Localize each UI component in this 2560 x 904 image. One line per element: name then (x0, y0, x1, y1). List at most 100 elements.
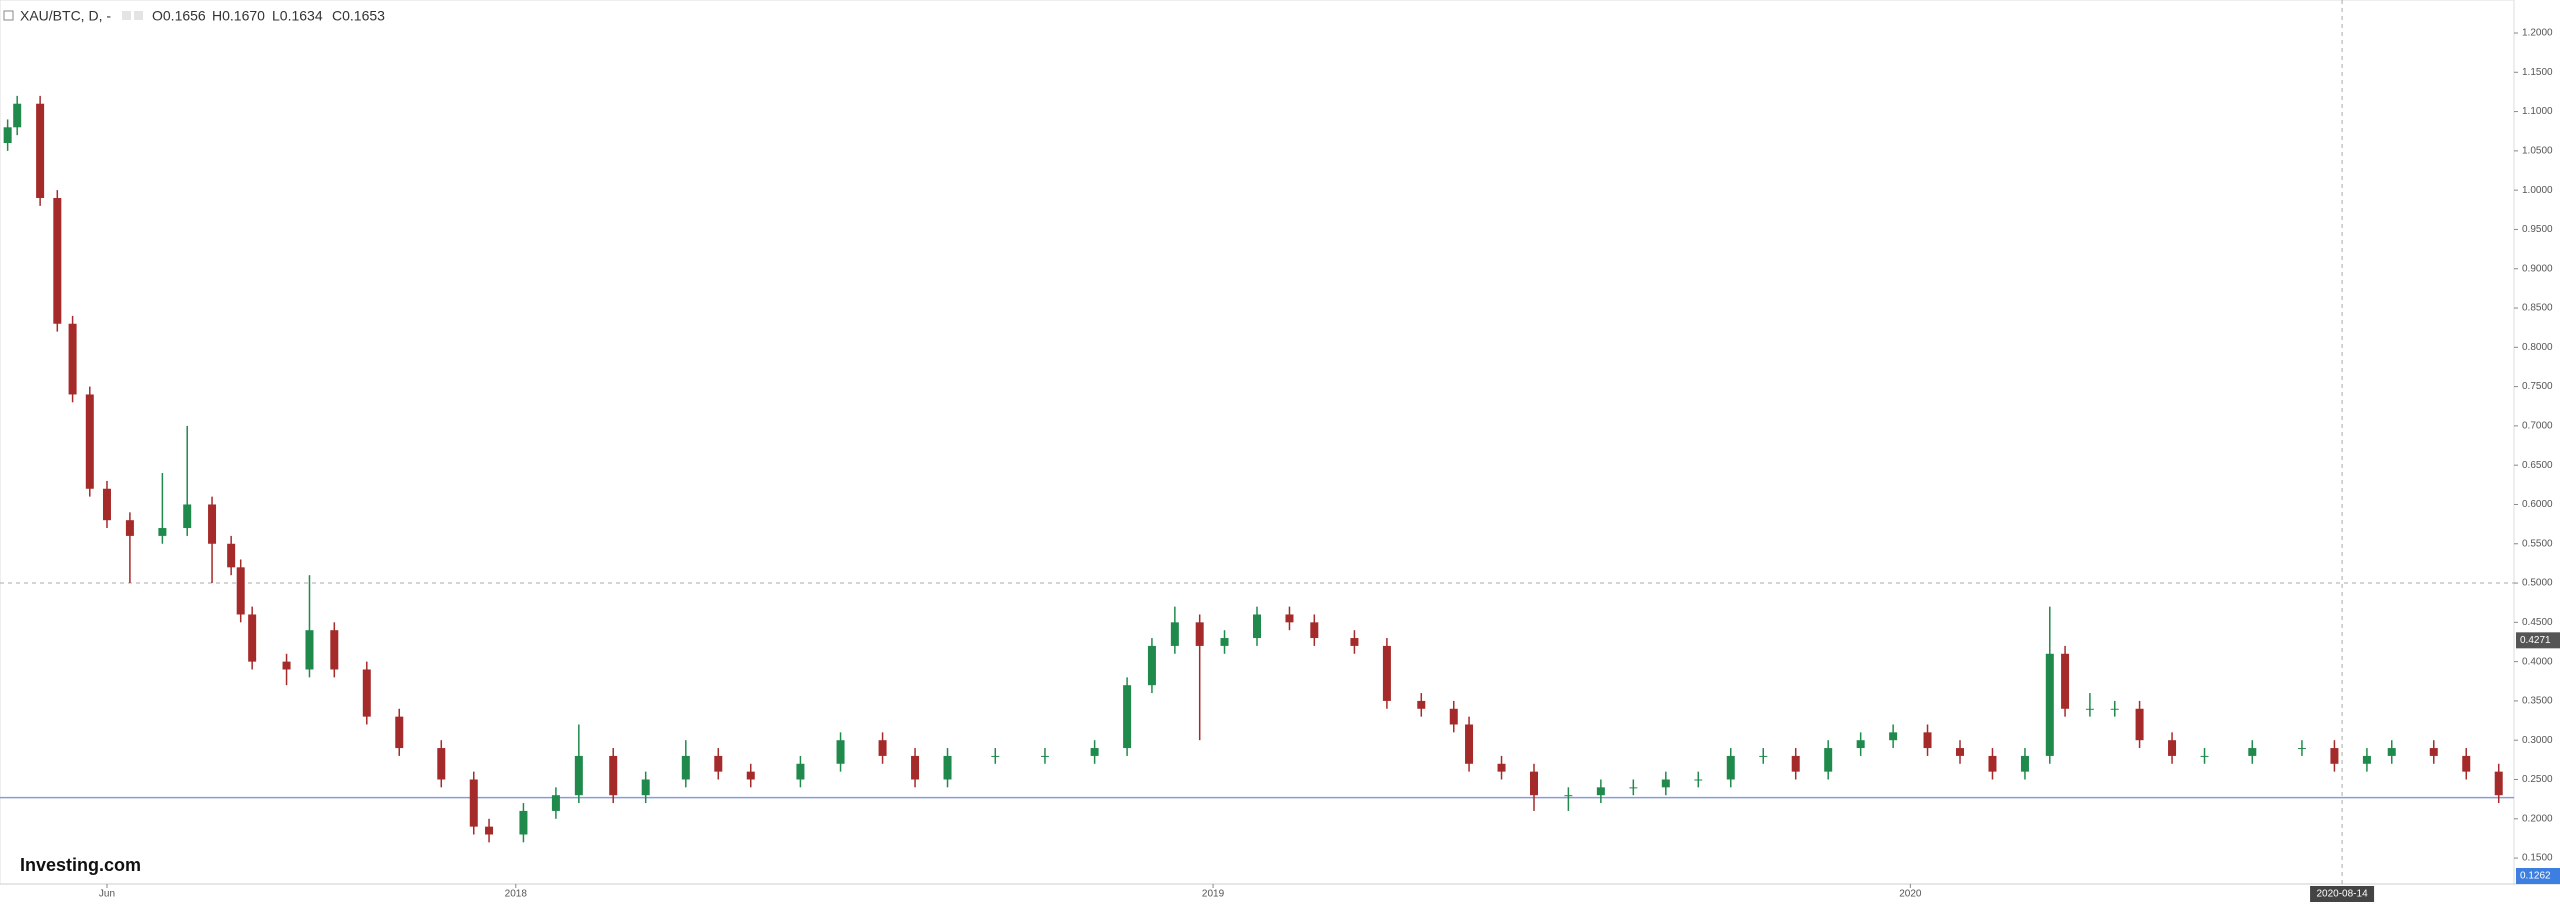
candle-body (1759, 755, 1768, 757)
candle-body (183, 504, 192, 529)
candle-body (1529, 771, 1538, 796)
candle-body (469, 779, 478, 827)
candle-body (681, 755, 690, 780)
x-tick-label: 2020 (1899, 889, 1922, 900)
candle-body (395, 716, 404, 749)
y-tick-label: 0.3000 (2522, 735, 2553, 746)
candle-body (13, 103, 22, 128)
candle-body (2061, 653, 2070, 709)
candle-body (2085, 708, 2094, 710)
candle-body (227, 543, 236, 568)
candle-body (1449, 708, 1458, 725)
y-tick-label: 0.4000 (2522, 656, 2553, 667)
icon[interactable] (122, 11, 131, 20)
candle-body (437, 748, 446, 780)
watermark: Investing.com (20, 855, 141, 875)
candle-body (2020, 755, 2029, 772)
candle-body (2045, 653, 2054, 756)
price-tag-label: 0.1262 (2520, 871, 2551, 882)
candle-body (1889, 732, 1898, 741)
candle-body (236, 567, 245, 615)
candle-body (991, 755, 1000, 757)
price-tag (2516, 632, 2560, 649)
candle-body (1694, 779, 1703, 781)
candle-body (1195, 622, 1204, 646)
candle-body (519, 810, 528, 835)
candle-body (2168, 740, 2177, 756)
candle-body (714, 755, 723, 772)
candle-body (68, 323, 77, 395)
candle-body (574, 755, 583, 796)
candle-body (3, 127, 12, 144)
y-tick-label: 0.9000 (2522, 263, 2553, 274)
candle-body (1824, 748, 1833, 772)
y-tick-label: 0.2500 (2522, 774, 2553, 785)
candle-body (1923, 732, 1932, 749)
candle-body (1285, 614, 1294, 623)
candle-body (248, 614, 257, 662)
y-tick-label: 1.1000 (2522, 106, 2553, 117)
candle-body (2362, 755, 2371, 764)
candle-body (1147, 645, 1156, 686)
y-tick-label: 0.7500 (2522, 381, 2553, 392)
icon[interactable] (134, 11, 143, 20)
y-tick-label: 0.2000 (2522, 813, 2553, 824)
candle-body (282, 661, 291, 670)
price-tag-label: 0.4271 (2520, 635, 2551, 646)
candle-body (878, 740, 887, 756)
candle-body (1417, 700, 1426, 709)
candle-body (362, 669, 371, 717)
ohlc-value: O0.1656 (152, 8, 206, 24)
y-tick-label: 0.4500 (2522, 617, 2553, 628)
candle-body (1220, 638, 1229, 646)
candle-body (836, 740, 845, 764)
candle-body (208, 504, 217, 544)
candle-body (1661, 779, 1670, 788)
candle-body (1726, 755, 1735, 780)
y-tick-label: 1.2000 (2522, 28, 2553, 39)
candle-body (1564, 795, 1573, 797)
ohlc-value: H0.1670 (212, 8, 265, 24)
y-tick-label: 0.6000 (2522, 499, 2553, 510)
candle-body (158, 528, 167, 536)
candle-body (2248, 748, 2257, 756)
candle-body (125, 520, 134, 536)
candle-body (1791, 755, 1800, 772)
candle-body (943, 755, 952, 780)
candle-body (1123, 685, 1132, 749)
candle-body (1497, 763, 1506, 772)
candle-body (2200, 755, 2209, 757)
price-tag (2516, 868, 2560, 884)
y-tick-label: 0.5500 (2522, 538, 2553, 549)
candle-body (2330, 748, 2339, 764)
candle-body (2462, 755, 2471, 772)
candle-body (1350, 638, 1359, 646)
candle-body (85, 394, 94, 489)
candle-body (330, 630, 339, 670)
candle-body (53, 198, 62, 324)
y-tick-label: 0.7000 (2522, 421, 2553, 432)
collapse-icon[interactable] (3, 10, 14, 21)
candle-body (1596, 787, 1605, 796)
candle-body (1988, 755, 1997, 772)
y-tick-label: 0.1500 (2522, 853, 2553, 864)
candle-body (1956, 748, 1965, 756)
ohlc-value: L0.1634 (272, 8, 323, 24)
y-tick-label: 0.8500 (2522, 303, 2553, 314)
candle-body (2135, 708, 2144, 741)
candle-body (1040, 755, 1049, 757)
crosshair-x-tag (2310, 886, 2375, 902)
candle-body (1856, 740, 1865, 749)
candle-body (1629, 787, 1638, 789)
candle-body (1253, 614, 1261, 639)
chart-title: XAU/BTC, D, - (20, 8, 111, 24)
y-tick-label: 0.6500 (2522, 460, 2553, 471)
candle-body (746, 771, 755, 780)
y-tick-label: 0.3500 (2522, 696, 2553, 707)
y-tick-label: 1.1500 (2522, 67, 2553, 78)
x-tick-label: Jun (99, 889, 115, 900)
crosshair-x-label: 2020-08-14 (2316, 889, 2368, 900)
candle-body (1090, 748, 1099, 756)
x-tick-label: 2019 (1202, 889, 1225, 900)
